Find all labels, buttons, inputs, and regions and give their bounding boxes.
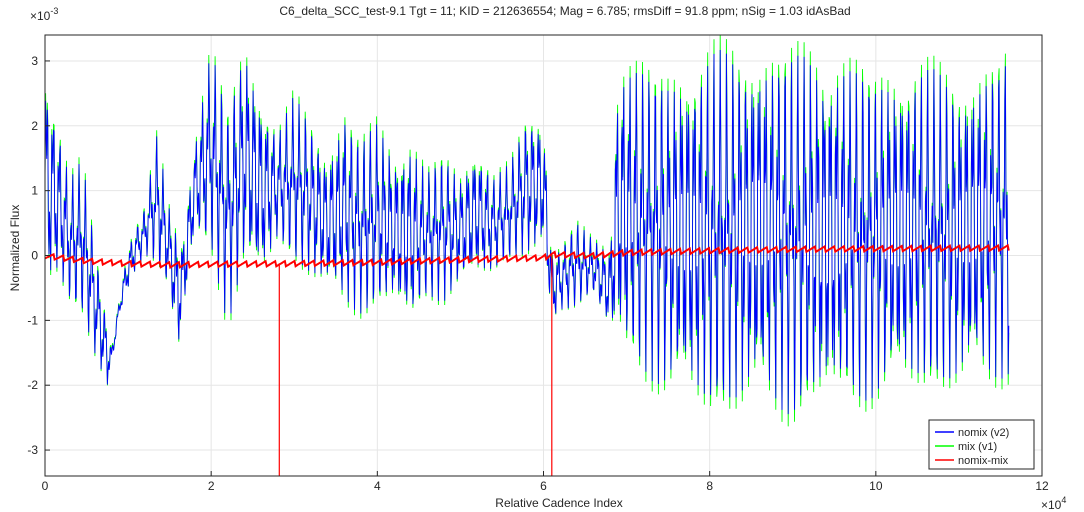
legend: nomix (v2) mix (v1) nomix-mix bbox=[928, 419, 1035, 470]
y-tick-label: -2 bbox=[27, 378, 38, 392]
y-tick-label: 0 bbox=[31, 249, 38, 263]
chart-title: C6_delta_SCC_test-9.1 Tgt = 11; KID = 21… bbox=[279, 4, 850, 18]
x-exponent-label: ×104 bbox=[1041, 495, 1066, 512]
series-nomix-minus-mix bbox=[44, 243, 1010, 476]
x-tick-label: 12 bbox=[1035, 479, 1049, 493]
x-tick-label: 4 bbox=[374, 479, 381, 493]
legend-label-nomix-v2: nomix (v2) bbox=[958, 427, 1009, 439]
x-tick-label: 2 bbox=[208, 479, 215, 493]
legend-box bbox=[928, 419, 1035, 470]
y-tick-label: 3 bbox=[31, 54, 38, 68]
y-axis-ticks: -3 -2 -1 0 1 2 3 bbox=[27, 54, 50, 457]
y-tick-label: -3 bbox=[27, 443, 38, 457]
x-axis-label: Relative Cadence Index bbox=[495, 496, 622, 510]
x-tick-label: 0 bbox=[42, 479, 49, 493]
y-tick-label: -1 bbox=[27, 313, 38, 327]
x-tick-label: 8 bbox=[706, 479, 713, 493]
x-axis-ticks: 0 2 4 6 8 10 12 bbox=[42, 471, 1049, 493]
y-tick-label: 1 bbox=[31, 184, 38, 198]
series-nomix-v2 bbox=[44, 49, 1010, 415]
legend-label-nomix-mix: nomix-mix bbox=[958, 455, 1009, 467]
series-line-nomix-v2 bbox=[44, 49, 1010, 415]
y-axis-label: Normalized Flux bbox=[8, 205, 22, 292]
x-tick-label: 10 bbox=[869, 479, 883, 493]
series-line-nomix-mix bbox=[44, 243, 1010, 270]
y-tick-label: 2 bbox=[31, 119, 38, 133]
legend-label-mix-v1: mix (v1) bbox=[958, 441, 997, 453]
y-exponent-label: ×10-3 bbox=[30, 6, 58, 23]
x-tick-label: 6 bbox=[540, 479, 547, 493]
